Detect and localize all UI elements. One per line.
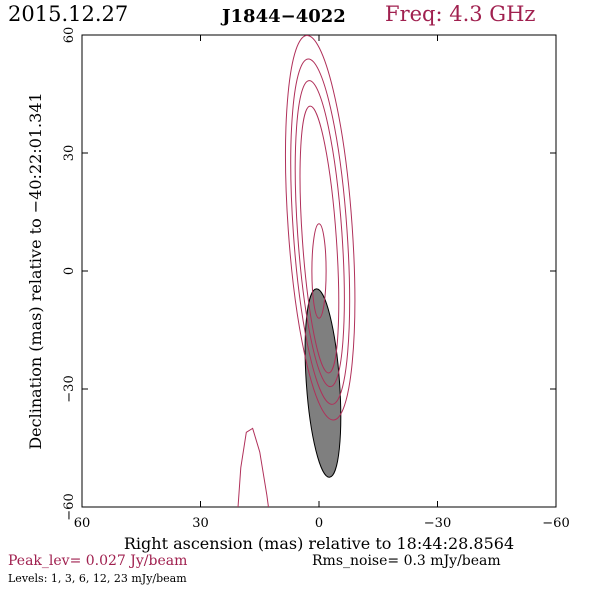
tick-labels: 60 30 0 −30 −60 −60 −30 0 30 60	[62, 27, 570, 531]
frequency-label: Freq: 4.3 GHz	[385, 2, 536, 26]
contour-level-3	[290, 58, 351, 405]
contour-level-6	[294, 80, 345, 388]
y-tick-label: 60	[62, 27, 77, 44]
x-tick-label: −30	[424, 516, 451, 531]
contour-level-12	[299, 105, 340, 374]
x-tick-label: 30	[192, 516, 209, 531]
y-axis-title: Declination (mas) relative to −40:22:01.…	[26, 92, 45, 449]
x-axis-title: Right ascension (mas) relative to 18:44:…	[124, 534, 514, 553]
contour-level-1	[285, 35, 356, 421]
rms-noise: Rms_noise= 0.3 mJy/beam	[312, 553, 501, 569]
axis-ticks	[81, 34, 557, 508]
y-tick-label: 0	[62, 267, 77, 275]
y-tick-label: 30	[62, 145, 77, 162]
y-tick-label: −30	[62, 375, 77, 402]
secondary-component-contour	[237, 427, 269, 507]
peak-level: Peak_lev= 0.027 Jy/beam	[8, 553, 188, 569]
contour-level-23	[311, 223, 327, 319]
observation-date: 2015.12.27	[8, 2, 129, 26]
x-tick-label: −60	[542, 516, 569, 531]
contour-levels: Levels: 1, 3, 6, 12, 23 mJy/beam	[8, 572, 187, 585]
x-tick-label: 0	[315, 516, 323, 531]
y-tick-label: −60	[62, 493, 77, 520]
x-tick-label: 60	[74, 516, 91, 531]
contours	[237, 35, 356, 507]
source-name: J1844−4022	[222, 6, 346, 27]
